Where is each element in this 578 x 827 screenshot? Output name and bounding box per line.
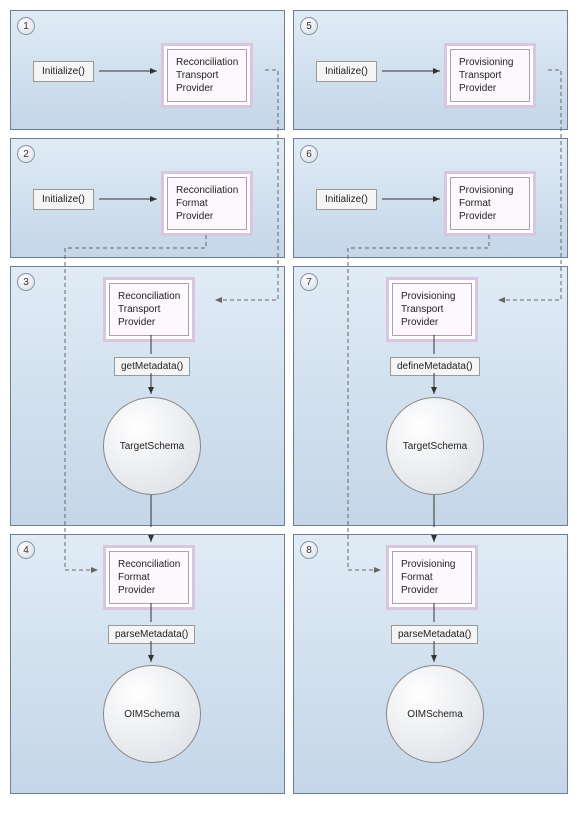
method-box: parseMetadata() — [108, 625, 195, 644]
initialize-box: Initialize() — [33, 61, 94, 82]
step-badge: 8 — [300, 541, 318, 559]
initialize-box: Initialize() — [33, 189, 94, 210]
provider-label: ProvisioningTransportProvider — [392, 283, 472, 336]
circle-node: TargetSchema — [103, 397, 201, 495]
panel-6: 6 Initialize() ProvisioningFormatProvide… — [293, 138, 568, 258]
step-badge: 5 — [300, 17, 318, 35]
diagram-grid: 1 Initialize() ReconciliationTransportPr… — [10, 10, 568, 794]
method-box: parseMetadata() — [391, 625, 478, 644]
step-badge: 7 — [300, 273, 318, 291]
provider-label: ProvisioningFormatProvider — [392, 551, 472, 604]
step-badge: 6 — [300, 145, 318, 163]
provider-box: ProvisioningFormatProvider — [444, 171, 536, 236]
provider-label: ReconciliationFormatProvider — [167, 177, 247, 230]
panel-7: 7 ProvisioningTransportProvider defineMe… — [293, 266, 568, 526]
step-badge: 4 — [17, 541, 35, 559]
provider-label: ReconciliationTransportProvider — [167, 49, 247, 102]
step-badge: 1 — [17, 17, 35, 35]
step-badge: 2 — [17, 145, 35, 163]
provider-label: ProvisioningTransportProvider — [450, 49, 530, 102]
provider-box: ReconciliationTransportProvider — [103, 277, 195, 342]
provider-box: ProvisioningTransportProvider — [444, 43, 536, 108]
method-box: getMetadata() — [114, 357, 190, 376]
circle-node: OIMSchema — [103, 665, 201, 763]
provider-box: ReconciliationFormatProvider — [103, 545, 195, 610]
initialize-box: Initialize() — [316, 189, 377, 210]
panel-2: 2 Initialize() ReconciliationFormatProvi… — [10, 138, 285, 258]
initialize-box: Initialize() — [316, 61, 377, 82]
step-badge: 3 — [17, 273, 35, 291]
panel-1: 1 Initialize() ReconciliationTransportPr… — [10, 10, 285, 130]
provider-box: ReconciliationTransportProvider — [161, 43, 253, 108]
panel-4: 4 ReconciliationFormatProvider parseMeta… — [10, 534, 285, 794]
provider-label: ProvisioningFormatProvider — [450, 177, 530, 230]
provider-label: ReconciliationTransportProvider — [109, 283, 189, 336]
method-box: defineMetadata() — [390, 357, 480, 376]
panel-5: 5 Initialize() ProvisioningTransportProv… — [293, 10, 568, 130]
panel-8: 8 ProvisioningFormatProvider parseMetada… — [293, 534, 568, 794]
circle-node: OIMSchema — [386, 665, 484, 763]
provider-box: ReconciliationFormatProvider — [161, 171, 253, 236]
provider-box: ProvisioningFormatProvider — [386, 545, 478, 610]
provider-label: ReconciliationFormatProvider — [109, 551, 189, 604]
panel-3: 3 ReconciliationTransportProvider getMet… — [10, 266, 285, 526]
provider-box: ProvisioningTransportProvider — [386, 277, 478, 342]
circle-node: TargetSchema — [386, 397, 484, 495]
